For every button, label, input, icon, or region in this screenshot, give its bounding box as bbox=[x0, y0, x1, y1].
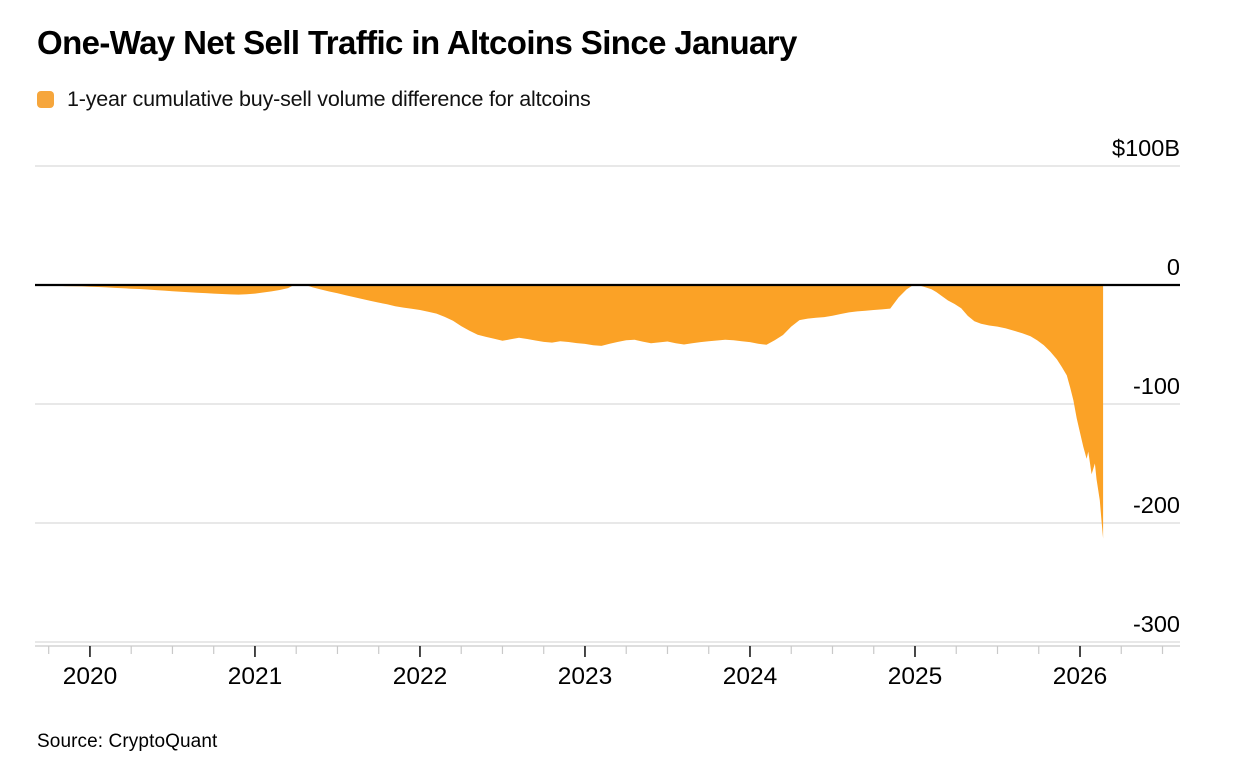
x-axis-tick-label: 2023 bbox=[558, 663, 613, 690]
x-axis-tick-label: 2026 bbox=[1053, 663, 1108, 690]
y-axis-tick-label: -300 bbox=[1133, 611, 1180, 637]
y-axis-tick-label: -100 bbox=[1133, 373, 1180, 399]
legend-label: 1-year cumulative buy-sell volume differ… bbox=[67, 87, 591, 111]
x-axis-tick-label: 2024 bbox=[723, 663, 778, 690]
chart-legend: 1-year cumulative buy-sell volume differ… bbox=[37, 87, 591, 112]
chart-title: One-Way Net Sell Traffic in Altcoins Sin… bbox=[37, 24, 797, 61]
x-axis-tick-label: 2022 bbox=[393, 663, 448, 690]
y-axis-tick-label: $100B bbox=[1112, 135, 1180, 161]
y-axis-tick-label: 0 bbox=[1167, 254, 1180, 280]
x-axis-tick-label: 2025 bbox=[888, 663, 943, 690]
y-axis-tick-label: -200 bbox=[1133, 492, 1180, 518]
x-axis-tick-label: 2021 bbox=[228, 663, 283, 690]
area-series bbox=[40, 284, 1104, 539]
legend-swatch-icon bbox=[37, 91, 54, 108]
x-axis-tick-label: 2020 bbox=[63, 663, 118, 690]
source-attribution: Source: CryptoQuant bbox=[37, 731, 218, 752]
